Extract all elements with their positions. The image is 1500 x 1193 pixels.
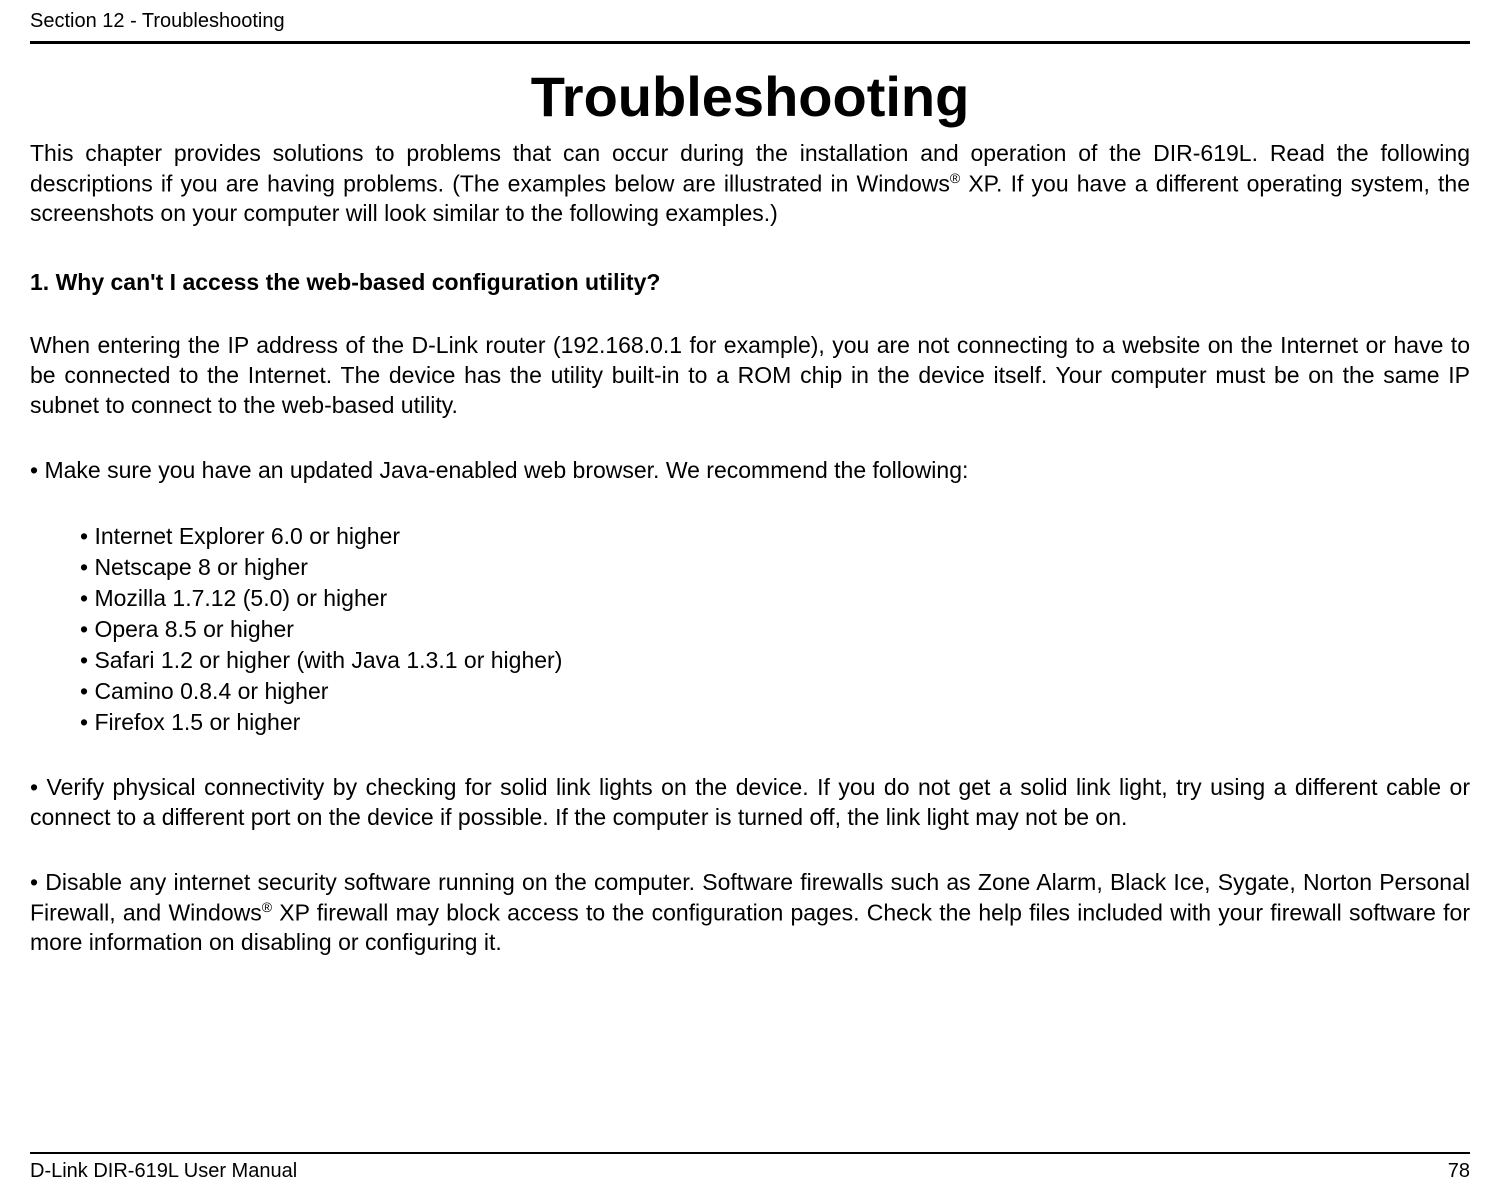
section-header: Section 12 - Troubleshooting bbox=[30, 10, 1470, 33]
list-item: • Internet Explorer 6.0 or higher bbox=[80, 521, 1470, 552]
bullet-2: • Verify physical connectivity by checki… bbox=[30, 773, 1470, 833]
list-item: • Safari 1.2 or higher (with Java 1.3.1 … bbox=[80, 645, 1470, 676]
footer-row: D-Link DIR-619L User Manual 78 bbox=[30, 1160, 1470, 1183]
question-1: 1. Why can't I access the web-based conf… bbox=[30, 269, 1470, 296]
registered-mark: ® bbox=[950, 170, 960, 186]
page-number: 78 bbox=[1448, 1160, 1470, 1183]
list-item: • Netscape 8 or higher bbox=[80, 552, 1470, 583]
list-item: • Opera 8.5 or higher bbox=[80, 614, 1470, 645]
registered-mark: ® bbox=[262, 899, 272, 915]
footer-divider bbox=[30, 1152, 1470, 1154]
browser-list: • Internet Explorer 6.0 or higher • Nets… bbox=[30, 521, 1470, 738]
header-divider bbox=[30, 41, 1470, 44]
page-title: Troubleshooting bbox=[30, 64, 1470, 129]
list-item: • Camino 0.8.4 or higher bbox=[80, 676, 1470, 707]
list-item: • Mozilla 1.7.12 (5.0) or higher bbox=[80, 583, 1470, 614]
manual-label: D-Link DIR-619L User Manual bbox=[30, 1160, 297, 1183]
bullet-3: • Disable any internet security software… bbox=[30, 868, 1470, 958]
list-item: • Firefox 1.5 or higher bbox=[80, 707, 1470, 738]
paragraph-1: When entering the IP address of the D-Li… bbox=[30, 331, 1470, 421]
intro-paragraph: This chapter provides solutions to probl… bbox=[30, 139, 1470, 229]
page-footer: D-Link DIR-619L User Manual 78 bbox=[30, 1152, 1470, 1183]
bullet-lead: • Make sure you have an updated Java-ena… bbox=[30, 456, 1470, 486]
